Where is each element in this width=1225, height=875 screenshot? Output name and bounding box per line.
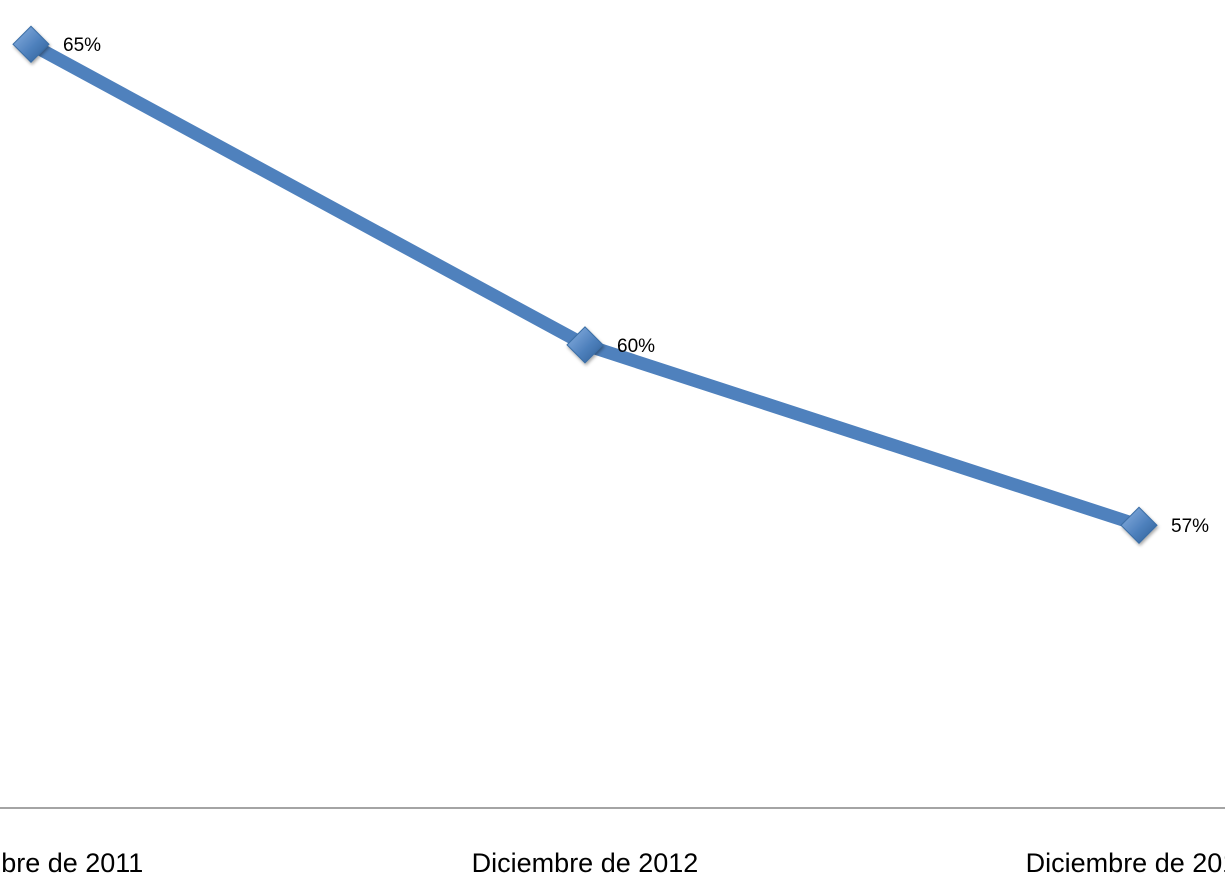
series-line xyxy=(31,44,1139,525)
series-layer xyxy=(13,26,1157,543)
data-label: 57% xyxy=(1171,516,1209,537)
x-tick-label: Diciembre de 2012 xyxy=(472,848,699,875)
data-label-layer: 65% 60% 57% xyxy=(63,35,1209,537)
x-tick-label: Diciembre de 2011 xyxy=(0,848,143,875)
x-tick-layer: Diciembre de 2011 Diciembre de 2012 Diciem… xyxy=(0,848,1225,875)
data-label: 60% xyxy=(617,336,655,357)
x-tick-label: Diciembre de 2013 xyxy=(1026,848,1225,875)
data-point-marker xyxy=(1121,507,1157,543)
data-label: 65% xyxy=(63,35,101,56)
